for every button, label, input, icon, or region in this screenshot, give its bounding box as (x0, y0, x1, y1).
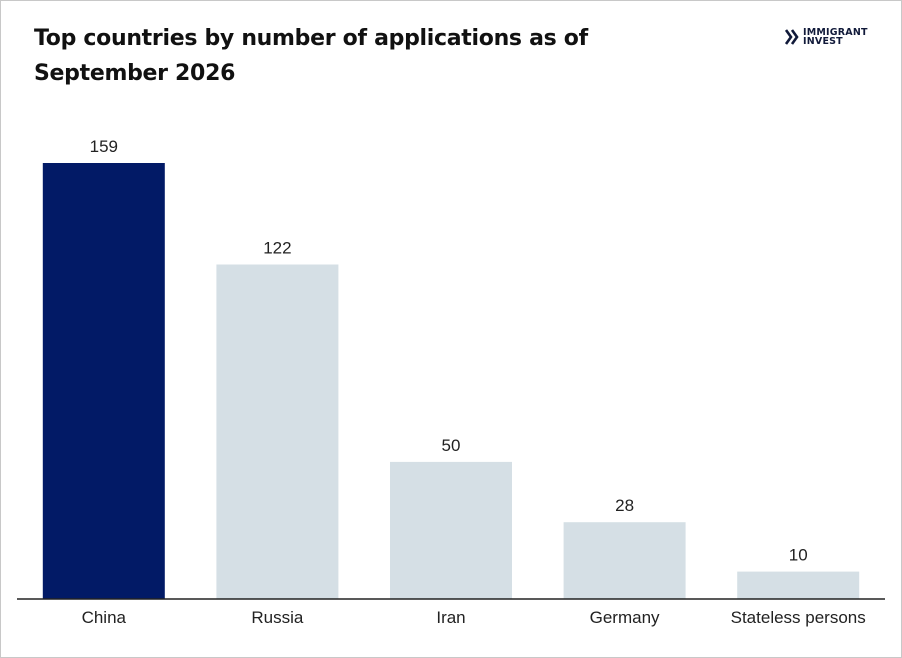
category-label: Germany (590, 608, 660, 627)
category-label: Russia (251, 608, 304, 627)
brand-name-line1: IMMIGRANT (803, 27, 868, 38)
double-chevron-right-icon (785, 29, 799, 45)
brand-name: IMMIGRANT INVEST (803, 27, 868, 47)
data-label: 50 (442, 436, 461, 455)
bar-germany (563, 522, 686, 599)
bar-stateless-persons (737, 571, 860, 599)
category-label: Iran (436, 608, 465, 627)
chart-title: Top countries by number of applications … (34, 26, 588, 86)
bar-china (42, 163, 165, 599)
brand-name-line2: INVEST (803, 36, 843, 47)
data-label: 10 (789, 546, 808, 565)
data-label: 28 (615, 496, 634, 515)
category-label: Stateless persons (731, 608, 866, 627)
category-label: China (82, 608, 127, 627)
brand-logo: IMMIGRANT INVEST (785, 28, 868, 46)
bar-iran (390, 461, 512, 599)
data-label: 159 (90, 137, 118, 156)
data-label: 122 (263, 239, 291, 258)
bar-russia (216, 264, 339, 599)
